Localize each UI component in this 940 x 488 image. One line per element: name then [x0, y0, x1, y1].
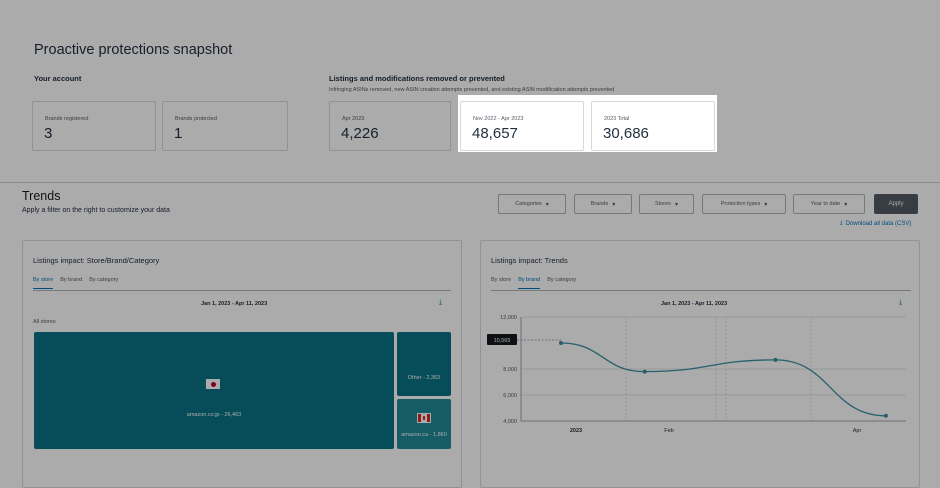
tab-by-store[interactable]: By store [33, 277, 54, 289]
tab-by-store[interactable]: By store [491, 277, 512, 283]
data-point [559, 341, 563, 345]
chevron-down-icon: ▾ [612, 201, 616, 208]
total-2023-card: 2023 Total 30,686 [591, 101, 715, 151]
japan-flag-icon [206, 379, 220, 389]
trends-title: Trends [22, 189, 61, 203]
treemap-tile-amazon-ca[interactable]: amazon.ca - 1,860 [397, 399, 451, 449]
card-value: 4,226 [341, 125, 379, 142]
y-tick-label: 12,000 [500, 315, 517, 321]
tab-by-category[interactable]: By category [89, 277, 119, 283]
tab-underline [33, 290, 451, 291]
download-icon[interactable]: ⤓ [439, 299, 443, 306]
brands-protected-card: Brands protected 1 [162, 101, 288, 151]
y-tick-label: 8,000 [503, 367, 517, 373]
proactive-protections-snapshot: Proactive protections snapshot Your acco… [18, 30, 940, 180]
panel-tabs: By store By brand By category [491, 277, 576, 289]
trends-line-chart: 4,000 6,000 8,000 12,000 2023 Feb Apr 10,565 [487, 315, 906, 434]
treemap-tile-amazon-jp[interactable]: amazon.co.jp - 26,463 [34, 332, 394, 449]
tab-underline [491, 290, 911, 291]
stores-filter[interactable]: Stores ▾ [639, 194, 694, 214]
filter-label: Brands [590, 201, 609, 207]
card-label: Brands registered [45, 116, 89, 122]
card-label: Nov 2022 - Apr 2023 [473, 116, 524, 122]
date-range: Jan 1, 2023 - Apr 11, 2023 [201, 301, 268, 307]
snapshot-title: Proactive protections snapshot [34, 42, 233, 58]
year-to-date-filter[interactable]: Year to date ▾ [793, 194, 865, 214]
data-point [642, 369, 647, 374]
filter-label: Stores [655, 201, 671, 207]
filter-label: Year to date [810, 201, 841, 207]
panel-tabs: By store By brand By category [33, 277, 118, 289]
section-divider [0, 182, 940, 183]
tooltip-value: 10,565 [494, 338, 511, 344]
protection-types-filter[interactable]: Protection types ▾ [702, 194, 786, 214]
card-label: 2023 Total [604, 116, 630, 122]
canada-flag-icon [417, 413, 431, 423]
y-tick-label: 6,000 [503, 393, 517, 399]
download-icon: ⤓ [840, 220, 843, 226]
treemap-tile-other[interactable]: Other - 2,363 [397, 332, 451, 396]
categories-filter[interactable]: Categories ▾ [498, 194, 566, 214]
download-all-label: Download all data (CSV) [845, 220, 912, 227]
download-all-link[interactable]: ⤓ Download all data (CSV) [840, 220, 911, 227]
x-tick-label: Apr [853, 428, 862, 434]
card-value: 1 [174, 125, 183, 142]
tile-label: amazon.co.jp - 26,463 [186, 412, 242, 418]
card-value: 48,657 [472, 125, 518, 142]
data-point [773, 357, 778, 362]
brands-filter[interactable]: Brands ▾ [574, 194, 632, 214]
panel-title: Listings impact: Trends [491, 256, 568, 265]
your-account-heading: Your account [34, 74, 82, 83]
apr-2023-card: Apr 2023 4,226 [329, 101, 451, 151]
tab-by-brand[interactable]: By brand [518, 277, 541, 289]
tile-label: Other - 2,363 [407, 375, 441, 381]
filter-label: Protection types [720, 201, 761, 207]
tooltip-box [487, 334, 517, 345]
store-brand-category-panel: Listings impact: Store/Brand/Category By… [22, 240, 462, 488]
all-stores-label: All stores [33, 319, 56, 325]
download-icon[interactable]: ⤓ [899, 299, 903, 306]
trends-panel: Listings impact: Trends By store By bran… [480, 240, 920, 488]
trends-subtitle: Apply a filter on the right to customize… [22, 207, 170, 214]
card-value: 30,686 [603, 125, 649, 142]
chevron-down-icon: ▾ [545, 201, 549, 208]
tab-by-category[interactable]: By category [547, 277, 577, 283]
date-range: Jan 1, 2023 - Apr 11, 2023 [661, 301, 728, 307]
nov-apr-card: Nov 2022 - Apr 2023 48,657 [460, 101, 584, 151]
data-point [883, 413, 888, 418]
tile-label: amazon.ca - 1,860 [401, 432, 447, 438]
listings-heading: Listings and modifications removed or pr… [329, 74, 505, 83]
brands-registered-card: Brands registered 3 [32, 101, 156, 151]
x-tick-label: Feb [664, 428, 673, 434]
series-line [560, 342, 886, 417]
x-tick-label: 2023 [570, 428, 582, 434]
card-label: Apr 2023 [342, 116, 365, 122]
chevron-down-icon: ▾ [844, 201, 848, 208]
panel-title: Listings impact: Store/Brand/Category [33, 256, 160, 265]
card-value: 3 [44, 125, 53, 142]
listings-subheading: Infringing ASINs removed, new ASIN creat… [329, 87, 615, 93]
apply-button[interactable]: Apply [874, 194, 918, 214]
filter-label: Categories [515, 201, 542, 207]
y-tick-label: 4,000 [503, 419, 517, 425]
chevron-down-icon: ▾ [674, 201, 678, 208]
chevron-down-icon: ▾ [764, 201, 768, 208]
card-label: Brands protected [175, 116, 217, 122]
tab-by-brand[interactable]: By brand [60, 277, 83, 283]
